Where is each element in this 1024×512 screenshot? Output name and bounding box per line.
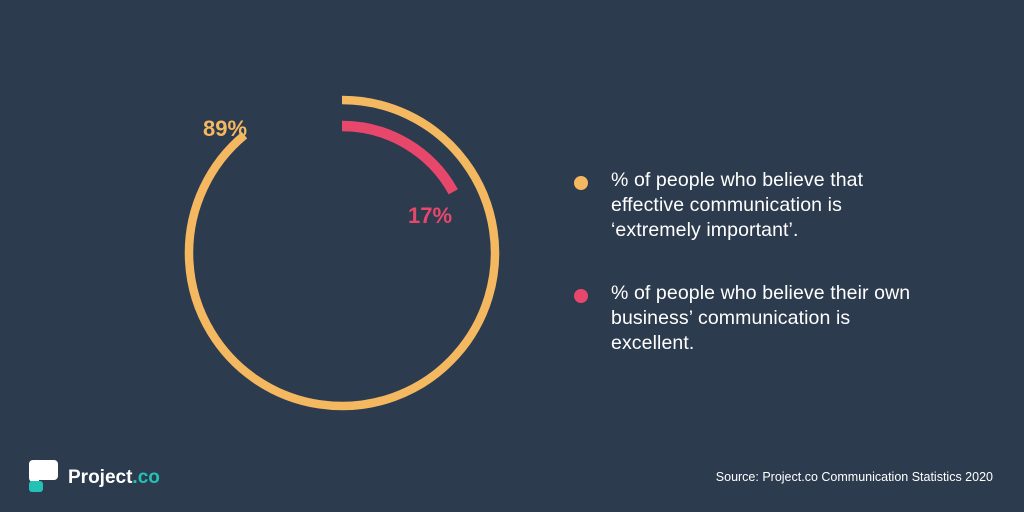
outer-ring-89-percent	[184, 95, 500, 411]
data-label-89: 89%	[203, 116, 247, 141]
inner-ring-17-percent	[341, 120, 458, 195]
brand-name-main: Project	[68, 467, 133, 488]
yellow-dot-icon	[574, 176, 588, 190]
data-label-17: 17%	[408, 203, 452, 228]
legend-text: % of people who believe their own busine…	[611, 282, 911, 354]
project-co-logo-icon	[28, 460, 60, 492]
source-note: Source: Project.co Communication Statist…	[715, 470, 993, 484]
brand-name-suffix: .co	[132, 467, 160, 488]
pink-dot-icon	[574, 289, 588, 303]
brand-name: Project.co	[68, 467, 160, 489]
legend-text: % of people who believe that effective c…	[611, 169, 864, 241]
